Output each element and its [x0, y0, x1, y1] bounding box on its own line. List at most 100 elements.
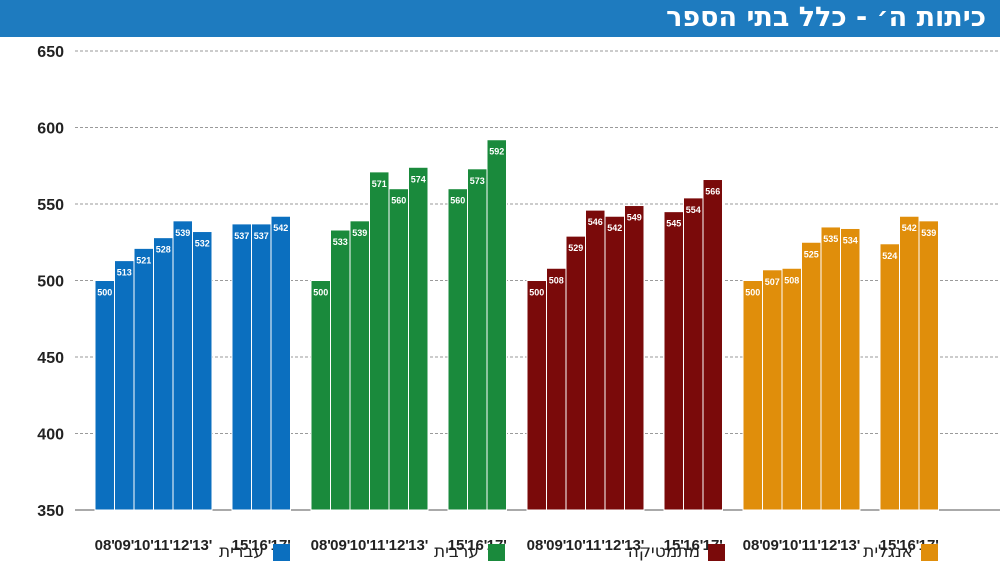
- legend-item-english: אנגלית: [826, 541, 946, 562]
- data-label: 535: [823, 234, 838, 244]
- y-tick-label: 600: [37, 121, 64, 138]
- data-label: 521: [136, 255, 151, 265]
- x-tick-label: 10': [350, 537, 370, 554]
- data-label: 574: [411, 174, 426, 184]
- x-tick-label: 12': [389, 537, 409, 554]
- y-tick-label: 350: [37, 503, 64, 520]
- data-label: 571: [372, 179, 387, 189]
- data-label: 533: [333, 237, 348, 247]
- legend-swatch-hebrew: [273, 544, 290, 561]
- x-tick-label: 15': [880, 537, 900, 554]
- data-label: 537: [254, 231, 269, 241]
- x-tick-label: 15': [448, 537, 468, 554]
- x-tick-label: 16': [899, 537, 919, 554]
- legend-item-hebrew: עברית: [190, 541, 300, 562]
- bar: [879, 243, 900, 511]
- bar: [408, 166, 429, 511]
- x-tick-label: 09': [762, 537, 782, 554]
- legend-swatch-math: [708, 544, 725, 561]
- x-tick-label: 16': [683, 537, 703, 554]
- data-label: 534: [843, 235, 858, 245]
- data-label: 542: [273, 223, 288, 233]
- legend-swatch-arabic: [488, 544, 505, 561]
- bar: [840, 227, 861, 511]
- x-tick-label: 08': [743, 537, 763, 554]
- data-label: 524: [882, 251, 897, 261]
- x-tick-label: 16': [467, 537, 487, 554]
- data-label: 546: [588, 217, 603, 227]
- bar: [388, 188, 409, 511]
- bar: [369, 171, 390, 511]
- bar: [585, 209, 606, 511]
- y-tick-label: 400: [37, 427, 64, 444]
- bar: [762, 269, 783, 511]
- x-tick-label: 15': [664, 537, 684, 554]
- x-tick-label: 10': [782, 537, 802, 554]
- bar: [467, 168, 488, 511]
- bar: [172, 220, 193, 511]
- data-label: 560: [450, 196, 465, 206]
- data-label: 592: [489, 147, 504, 157]
- bar: [251, 223, 272, 511]
- bar: [447, 188, 468, 511]
- bar: [153, 237, 174, 511]
- x-tick-label: 16': [251, 537, 271, 554]
- data-label: 554: [686, 205, 701, 215]
- bar: [565, 235, 586, 511]
- y-tick-label: 650: [37, 44, 64, 61]
- x-tick-label: 13': [840, 537, 860, 554]
- bar: [114, 260, 135, 511]
- y-tick-label: 450: [37, 350, 64, 367]
- data-label: 573: [470, 176, 485, 186]
- bar: [546, 267, 567, 511]
- x-tick-label: 08': [527, 537, 547, 554]
- x-tick-label: 13': [624, 537, 644, 554]
- bar: [781, 267, 802, 511]
- data-label: 560: [391, 196, 406, 206]
- bar: [820, 226, 841, 511]
- y-tick-label: 500: [37, 274, 64, 291]
- data-label: 500: [745, 288, 760, 298]
- data-label: 500: [529, 288, 544, 298]
- bar: [349, 220, 370, 511]
- x-tick-label: 10': [566, 537, 586, 554]
- chart-title: כיתות ה׳ - כלל בתי הספר: [666, 2, 986, 33]
- x-tick-label: 11': [370, 537, 389, 554]
- data-label: 528: [156, 245, 171, 255]
- x-tick-label: 09': [330, 537, 350, 554]
- x-tick-label: 08': [95, 537, 115, 554]
- bar: [192, 231, 213, 511]
- data-label: 508: [784, 275, 799, 285]
- bar: [330, 229, 351, 511]
- data-label: 513: [117, 268, 132, 278]
- x-tick-label: 12': [173, 537, 193, 554]
- data-label: 542: [902, 223, 917, 233]
- x-tick-label: 09': [546, 537, 566, 554]
- bar-chart: 350 400 450 500 550 600 650 500 08' 513 09' 521 10' 5…: [37, 44, 1000, 554]
- data-label: 539: [352, 228, 367, 238]
- bar: [133, 247, 154, 511]
- x-tick-label: 11': [802, 537, 821, 554]
- legend-label-arabic: ערבית: [433, 542, 479, 562]
- legend-label-hebrew: עברית: [218, 542, 264, 562]
- data-label: 508: [549, 275, 564, 285]
- legend-item-arabic: ערבית: [405, 541, 515, 562]
- data-label: 537: [234, 231, 249, 241]
- bar: [526, 280, 547, 511]
- data-label: 539: [175, 228, 190, 238]
- x-tick-label: 13': [192, 537, 212, 554]
- data-label: 532: [195, 239, 210, 249]
- title-bar: כיתות ה׳ - כלל בתי הספר: [0, 0, 1000, 37]
- bar: [683, 197, 704, 511]
- bar: [918, 220, 939, 511]
- legend-swatch-english: [921, 544, 938, 561]
- data-label: 529: [568, 243, 583, 253]
- x-tick-label: 13': [408, 537, 428, 554]
- data-label: 507: [765, 277, 780, 287]
- x-tick-label: 11': [154, 537, 173, 554]
- x-tick-label: 09': [114, 537, 134, 554]
- bar: [702, 179, 723, 511]
- x-tick-label: 12': [605, 537, 625, 554]
- bar: [801, 241, 822, 511]
- legend-item-math: מתמטיקה: [602, 541, 730, 562]
